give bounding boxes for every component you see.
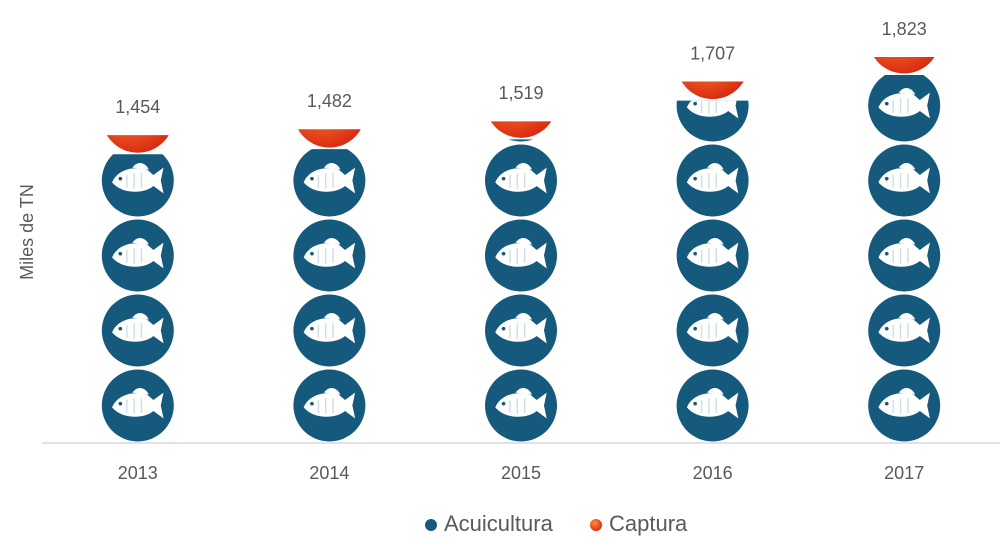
legend-label: Captura (609, 511, 688, 536)
chart: Miles de TN Acuicultura Captura 2013 1,45… (0, 0, 1002, 538)
x-tick-label: 2013 (118, 463, 158, 483)
y-axis-label: Miles de TN (17, 184, 37, 280)
total-label: 1,823 (882, 19, 927, 39)
page: Miles de TN Acuicultura Captura 2013 1,45… (0, 0, 1002, 543)
x-tick-label: 2014 (309, 463, 349, 483)
bar-segment (868, 70, 940, 442)
x-tick-label: 2017 (884, 463, 924, 483)
x-tick-label: 2016 (693, 463, 733, 483)
bar-segment (293, 76, 365, 148)
legend-marker (590, 519, 602, 531)
total-label: 1,519 (498, 83, 543, 103)
legend-marker (425, 519, 437, 531)
total-label: 1,707 (690, 43, 735, 63)
bar-segment (293, 145, 365, 442)
icon (293, 76, 365, 148)
legend-label: Acuicultura (444, 511, 554, 536)
legend: Acuicultura Captura (425, 511, 688, 536)
total-label: 1,482 (307, 91, 352, 111)
bar-segment (102, 145, 174, 442)
total-label: 1,454 (115, 97, 160, 117)
x-tick-label: 2015 (501, 463, 541, 483)
bar-segment (677, 70, 749, 442)
